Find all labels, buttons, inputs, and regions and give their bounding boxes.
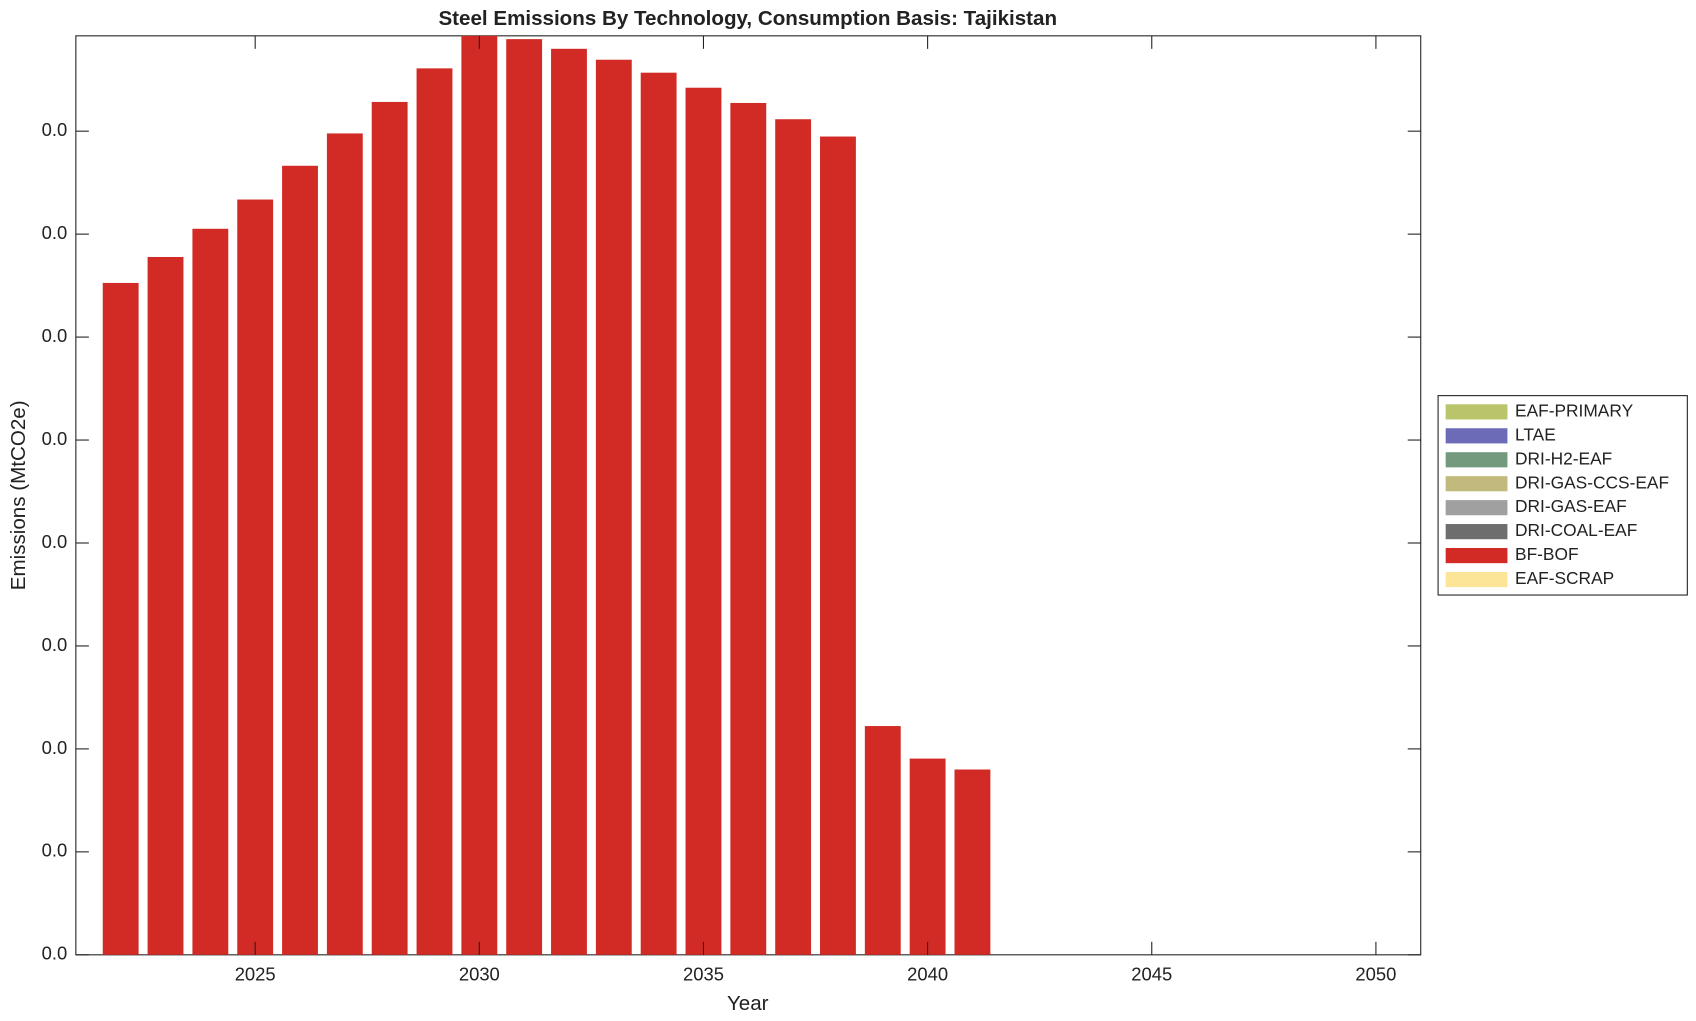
bar-segment <box>909 758 946 955</box>
bar-segment <box>640 72 677 955</box>
legend-label: DRI-GAS-CCS-EAF <box>1515 472 1669 492</box>
legend-swatch <box>1445 452 1508 468</box>
y-tick-label: 0.0 <box>42 531 68 552</box>
legend-label: EAF-PRIMARY <box>1515 400 1634 420</box>
bar-segment <box>461 35 498 955</box>
bar-segment <box>326 133 363 955</box>
bar-segment <box>551 48 587 955</box>
x-tick-label: 2045 <box>1131 963 1172 984</box>
x-tick-label: 2040 <box>907 963 948 984</box>
bar-segment <box>237 199 274 955</box>
legend-swatch <box>1445 404 1508 420</box>
y-tick-label: 0.0 <box>42 325 68 346</box>
legend-swatch <box>1445 571 1508 588</box>
legend-label: DRI-COAL-EAF <box>1515 520 1637 540</box>
x-tick-label: 2025 <box>235 963 276 984</box>
y-tick-label: 0.0 <box>42 428 68 449</box>
legend-label: DRI-GAS-EAF <box>1515 496 1627 516</box>
bar-segment <box>192 228 229 955</box>
bar-segment <box>416 68 453 955</box>
y-tick-label: 0.0 <box>42 119 68 140</box>
legend-swatch <box>1445 524 1508 540</box>
legend-swatch <box>1445 428 1508 444</box>
bar-segment <box>775 119 812 955</box>
legend-label: EAF-SCRAP <box>1515 568 1614 588</box>
bar-segment <box>595 59 632 955</box>
legend-swatch <box>1445 500 1508 516</box>
y-tick-label: 0.0 <box>42 943 68 964</box>
legend-swatch <box>1445 476 1508 492</box>
legend-label: LTAE <box>1515 424 1556 444</box>
bar-segment <box>506 39 543 955</box>
y-axis-label: Emissions (MtCO2e) <box>7 400 30 590</box>
bar-segment <box>147 256 184 955</box>
x-tick-label: 2050 <box>1355 963 1396 984</box>
legend-label: BF-BOF <box>1515 544 1579 564</box>
y-tick-label: 0.0 <box>42 222 68 243</box>
bar-segment <box>864 726 901 955</box>
x-axis-label: Year <box>727 992 769 1015</box>
legend-swatch <box>1445 547 1508 564</box>
y-tick-label: 0.0 <box>42 737 68 758</box>
bar-segment <box>371 101 408 955</box>
bar-segment <box>730 102 767 955</box>
bar-segment <box>282 165 318 955</box>
x-tick-label: 2035 <box>683 963 724 984</box>
chart-title: Steel Emissions By Technology, Consumpti… <box>438 7 1057 30</box>
bar-segment <box>685 87 722 955</box>
x-tick-label: 2030 <box>459 963 500 984</box>
legend-label: DRI-H2-EAF <box>1515 448 1612 468</box>
y-tick-label: 0.0 <box>42 634 68 655</box>
bar-segment <box>954 769 991 955</box>
bar-segment <box>820 136 856 955</box>
bar-segment <box>102 282 139 955</box>
y-tick-label: 0.0 <box>42 840 68 861</box>
